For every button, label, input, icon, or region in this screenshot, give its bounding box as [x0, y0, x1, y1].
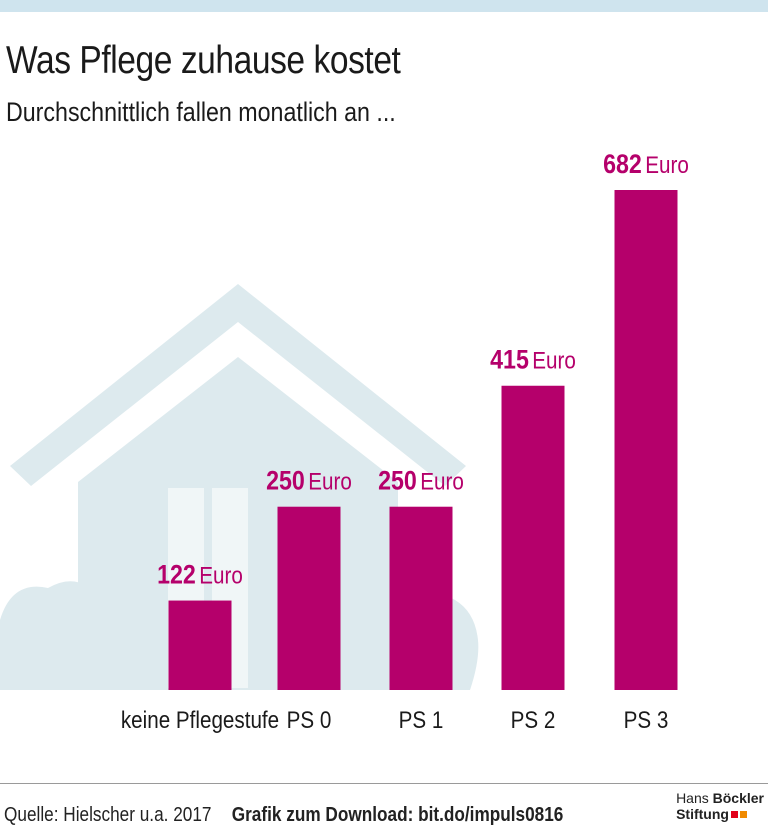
value-unit: Euro	[532, 347, 576, 374]
bar-1	[277, 506, 341, 690]
bar-4	[614, 190, 678, 690]
source-note: Quelle: Hielscher u.a. 2017	[4, 804, 212, 826]
value-unit: Euro	[645, 152, 689, 179]
hans-boeckler-logo: Hans Böckler Stiftung	[676, 790, 764, 822]
value-label-1: 250 Euro	[266, 466, 352, 496]
bar-3	[501, 385, 565, 690]
value-unit: Euro	[199, 562, 243, 589]
download-link[interactable]: Grafik zum Download: bit.do/impuls0816	[231, 804, 564, 826]
logo-square-orange-icon	[739, 811, 747, 818]
logo-square-red-icon	[730, 811, 738, 818]
chart-title: Was Pflege zuhause kostet	[6, 39, 401, 82]
top-bar	[0, 0, 768, 12]
value-unit: Euro	[308, 468, 352, 495]
footer: Quelle: Hielscher u.a. 2017 Grafik zum D…	[4, 804, 563, 827]
logo-text-stiftung: Stiftung	[676, 806, 729, 822]
footer-divider	[0, 783, 768, 784]
value-number: 250	[266, 466, 305, 496]
category-label-3: PS 2	[511, 707, 556, 734]
cloud-left	[0, 581, 100, 690]
value-label-4: 682 Euro	[603, 149, 689, 179]
value-unit: Euro	[420, 468, 464, 495]
category-label-4: PS 3	[624, 707, 669, 734]
value-number: 122	[157, 560, 196, 590]
house-roof-outer	[10, 284, 466, 486]
chart-subtitle: Durchschnittlich fallen monatlich an ...	[6, 97, 396, 127]
bar-0	[168, 600, 232, 690]
value-label-3: 415 Euro	[490, 345, 576, 375]
category-label-0: keine Pflegestufe	[121, 707, 279, 734]
bar-2	[389, 506, 453, 690]
logo-text-hans: Hans	[676, 790, 709, 806]
logo-text-boeckler: Böckler	[712, 790, 764, 806]
value-label-2: 250 Euro	[378, 466, 464, 496]
bars-group	[168, 190, 678, 690]
value-number: 415	[490, 345, 529, 375]
category-label-1: PS 0	[287, 707, 332, 734]
value-number: 682	[603, 149, 642, 179]
value-label-0: 122 Euro	[157, 560, 243, 590]
category-label-2: PS 1	[399, 707, 444, 734]
value-number: 250	[378, 466, 417, 496]
